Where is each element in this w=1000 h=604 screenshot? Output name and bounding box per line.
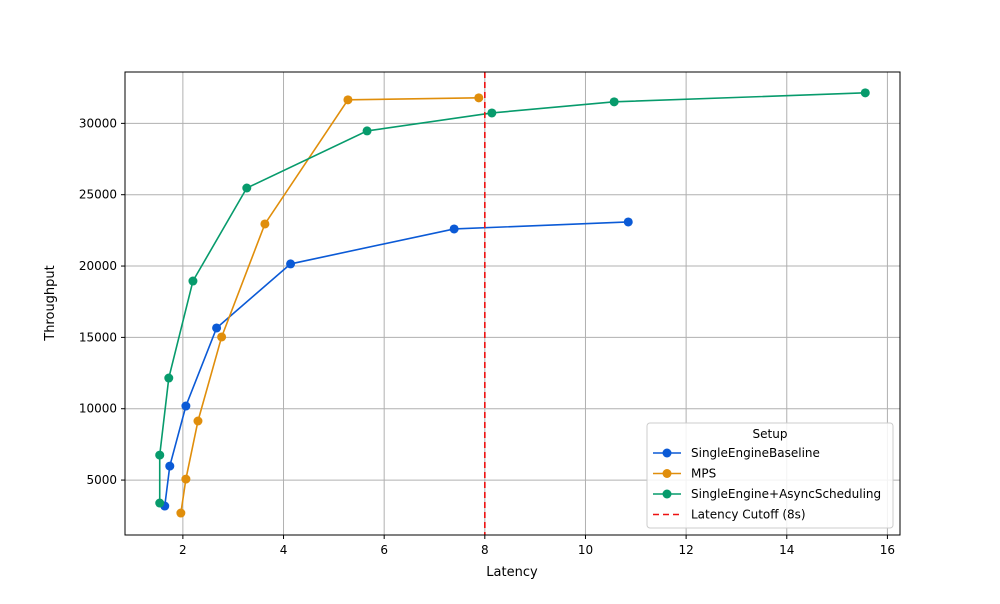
legend-entry-label: Latency Cutoff (8s)	[691, 508, 806, 522]
series-singleenginebaseline	[160, 217, 633, 511]
data-point	[260, 219, 270, 229]
x-tick-label: 12	[678, 543, 693, 557]
legend-entry-label: SingleEngine+AsyncScheduling	[691, 487, 881, 501]
x-tick-label: 2	[179, 543, 187, 557]
data-point	[362, 126, 372, 136]
legend-entry-label: SingleEngineBaseline	[691, 446, 820, 460]
legend-title: Setup	[753, 427, 788, 441]
data-point	[165, 461, 175, 471]
grid	[125, 72, 900, 535]
x-tick-label: 16	[880, 543, 895, 557]
y-tick-label: 5000	[86, 473, 117, 487]
x-tick-label: 6	[380, 543, 388, 557]
y-tick-label: 15000	[79, 330, 117, 344]
data-point	[487, 108, 497, 118]
y-axis-label: Throughput	[43, 265, 58, 342]
y-tick-label: 25000	[79, 188, 117, 202]
legend-swatch-marker	[662, 469, 672, 478]
legend-box	[646, 422, 894, 529]
legend: Setup SingleEngineBaseline MPS SingleEngine…	[646, 422, 894, 529]
x-tick-label: 14	[779, 543, 794, 557]
data-point	[164, 373, 174, 383]
data-point	[155, 450, 165, 460]
legend-swatch-marker	[662, 448, 672, 458]
data-point	[343, 95, 353, 105]
data-point	[212, 323, 222, 333]
series-mps	[176, 93, 484, 518]
ticks: 2 4 6 8 10 12 14 16 5000 10000 15000 20000 25000 3000…	[79, 116, 895, 557]
x-axis-label: Latency	[486, 565, 538, 580]
data-point	[449, 224, 459, 234]
series-line	[180, 97, 479, 514]
data-point	[860, 88, 870, 98]
legend-entry-label: MPS	[691, 467, 716, 481]
data-point	[188, 276, 198, 286]
x-tick-label: 4	[280, 543, 288, 557]
data-point	[181, 401, 191, 411]
data-point	[609, 97, 619, 107]
series-layer	[155, 72, 870, 535]
x-tick-label: 8	[481, 543, 489, 557]
plot-frame	[124, 71, 901, 536]
data-point	[623, 217, 633, 227]
y-tick-label: 30000	[79, 116, 117, 130]
x-tick-label: 10	[578, 543, 593, 557]
data-point	[193, 416, 203, 426]
y-tick-label: 20000	[79, 259, 117, 273]
series-line	[163, 221, 629, 507]
series-singleengine-asyncscheduling	[155, 88, 870, 508]
legend-swatch-marker	[662, 489, 672, 499]
data-point	[474, 93, 484, 103]
y-tick-label: 10000	[79, 402, 117, 416]
data-point	[286, 259, 296, 269]
data-point	[242, 183, 252, 193]
data-point	[181, 474, 191, 484]
data-point	[155, 498, 165, 508]
data-point	[217, 332, 227, 342]
data-point	[176, 508, 186, 518]
